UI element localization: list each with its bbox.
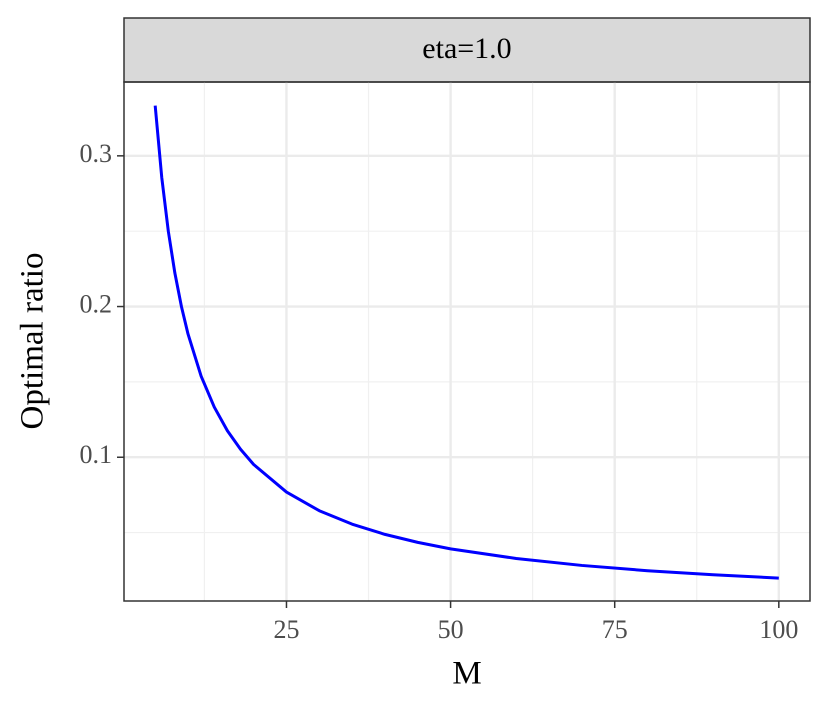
x-axis-title: M — [452, 656, 481, 692]
y-tick-label: 0.3 — [80, 139, 113, 168]
y-axis-title: Optimal ratio — [15, 253, 51, 430]
line — [153, 105, 779, 580]
facet-strip — [123, 17, 811, 83]
y-tick-label: 0.2 — [80, 290, 113, 319]
y-tick-label: 0.1 — [80, 440, 113, 469]
x-tick-label: 25 — [273, 615, 299, 644]
x-tick-label: 100 — [759, 615, 798, 644]
panel-border — [123, 81, 811, 602]
x-tick-label: 50 — [438, 615, 464, 644]
x-tick-label: 75 — [602, 615, 628, 644]
facet-label: eta=1.0 — [422, 32, 511, 65]
